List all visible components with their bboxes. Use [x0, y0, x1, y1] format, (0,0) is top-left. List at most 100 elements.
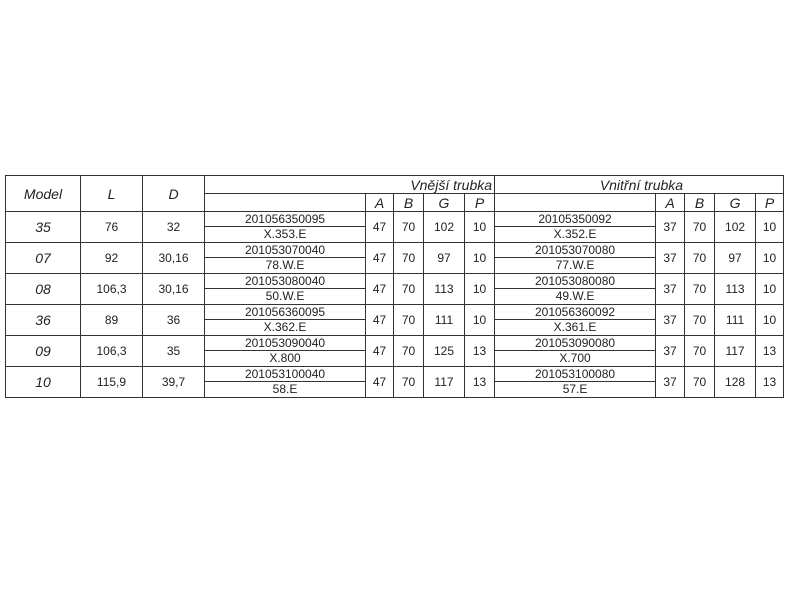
inner-a: 37: [655, 273, 686, 305]
outer-code-cell: 201056360095 X.362.E: [204, 304, 366, 336]
model-cell: 09: [5, 335, 81, 367]
inner-a: 37: [655, 366, 686, 398]
inner-p: 10: [755, 242, 785, 274]
table-row: 36 89 36 201056360095 X.362.E 47 70 111 10 201056…: [5, 304, 785, 336]
outer-b: 70: [393, 366, 424, 398]
outer-p: 13: [463, 366, 496, 398]
inner-a: 37: [655, 304, 686, 336]
tube-dimensions-table: Model L D Vnější trubka Vnitřní trubka A…: [5, 175, 785, 398]
header-inner-b: B: [684, 193, 716, 212]
inner-b: 70: [684, 335, 716, 367]
outer-code-cell: 201053070040 78.W.E: [204, 242, 366, 274]
inner-part-number: 201053080080: [495, 274, 656, 289]
outer-part-number: 201053090040: [205, 336, 365, 351]
inner-b: 70: [684, 273, 716, 305]
outer-part-number: 201056350095: [205, 212, 365, 227]
outer-part-number: 201056360095: [205, 305, 365, 320]
table-row: 35 76 32 201056350095 X.353.E 47 70 102 10 201053…: [5, 211, 785, 243]
outer-reference: 58.E: [272, 382, 298, 396]
d-cell: 36: [142, 304, 205, 336]
outer-b: 70: [393, 273, 424, 305]
outer-p: 13: [463, 335, 496, 367]
inner-part-number: 201053100080: [495, 367, 656, 382]
outer-reference: 50.W.E: [265, 289, 305, 303]
inner-p: 13: [755, 335, 785, 367]
l-cell: 89: [80, 304, 143, 336]
outer-p: 10: [463, 273, 496, 305]
outer-p: 10: [463, 242, 496, 274]
inner-a: 37: [655, 335, 686, 367]
outer-g: 111: [423, 304, 465, 336]
header-d: D: [142, 175, 205, 212]
header-inner-code: [494, 193, 657, 212]
outer-a: 47: [365, 304, 394, 336]
inner-b: 70: [684, 242, 716, 274]
inner-reference: X.352.E: [553, 227, 597, 241]
l-cell: 115,9: [80, 366, 143, 398]
inner-g: 97: [714, 242, 757, 274]
outer-code-cell: 201053100040 58.E: [204, 366, 366, 398]
header-inner-tube: Vnitřní trubka: [494, 175, 785, 194]
inner-g: 117: [714, 335, 757, 367]
header-inner-a: A: [655, 193, 686, 212]
header-inner-p: P: [755, 193, 785, 212]
outer-part-number: 201053070040: [205, 243, 365, 258]
d-cell: 39,7: [142, 366, 205, 398]
outer-g: 97: [423, 242, 465, 274]
outer-p: 10: [463, 304, 496, 336]
outer-g: 102: [423, 211, 465, 243]
inner-g: 128: [714, 366, 757, 398]
outer-reference: 78.W.E: [265, 258, 305, 272]
inner-p: 10: [755, 273, 785, 305]
outer-code-cell: 201053080040 50.W.E: [204, 273, 366, 305]
outer-reference: X.362.E: [263, 320, 307, 334]
inner-code-cell: 201053100080 57.E: [494, 366, 657, 398]
outer-p: 10: [463, 211, 496, 243]
inner-code-cell: 201053070080 77.W.E: [494, 242, 657, 274]
model-cell: 35: [5, 211, 81, 243]
inner-g: 111: [714, 304, 757, 336]
table-row: 10 115,9 39,7 201053100040 58.E 47 70 117 13 2010…: [5, 366, 785, 398]
d-cell: 30,16: [142, 273, 205, 305]
inner-code-cell: 201056360092 X.361.E: [494, 304, 657, 336]
outer-b: 70: [393, 242, 424, 274]
table-row: 08 106,3 30,16 201053080040 50.W.E 47 70 113 10 2…: [5, 273, 785, 305]
header-inner-g: G: [714, 193, 757, 212]
outer-a: 47: [365, 366, 394, 398]
header-outer-a: A: [365, 193, 394, 212]
l-cell: 76: [80, 211, 143, 243]
model-cell: 08: [5, 273, 81, 305]
inner-a: 37: [655, 211, 686, 243]
model-cell: 10: [5, 366, 81, 398]
inner-b: 70: [684, 211, 716, 243]
outer-b: 70: [393, 335, 424, 367]
outer-code-cell: 201053090040 X.800: [204, 335, 366, 367]
inner-reference: 57.E: [562, 382, 588, 396]
header-model: Model: [5, 175, 81, 212]
inner-reference: 77.W.E: [555, 258, 595, 272]
model-cell: 07: [5, 242, 81, 274]
inner-p: 10: [755, 211, 785, 243]
outer-a: 47: [365, 242, 394, 274]
outer-a: 47: [365, 211, 394, 243]
model-cell: 36: [5, 304, 81, 336]
inner-part-number: 201053070080: [495, 243, 656, 258]
outer-b: 70: [393, 304, 424, 336]
header-outer-tube: Vnější trubka: [203, 175, 496, 194]
inner-part-number: 201056360092: [495, 305, 656, 320]
outer-a: 47: [365, 273, 394, 305]
outer-g: 117: [423, 366, 465, 398]
table-body: 35 76 32 201056350095 X.353.E 47 70 102 10 201053…: [5, 211, 785, 398]
inner-code-cell: 201053080080 49.W.E: [494, 273, 657, 305]
inner-b: 70: [684, 304, 716, 336]
d-cell: 32: [142, 211, 205, 243]
outer-a: 47: [365, 335, 394, 367]
header-outer-p: P: [463, 193, 496, 212]
outer-reference: X.800: [269, 351, 301, 365]
header-l: L: [80, 175, 143, 212]
inner-code-cell: 20105350092 X.352.E: [494, 211, 657, 243]
inner-reference: X.700: [559, 351, 591, 365]
l-cell: 92: [80, 242, 143, 274]
inner-p: 10: [755, 304, 785, 336]
header-outer-code: [204, 193, 366, 212]
